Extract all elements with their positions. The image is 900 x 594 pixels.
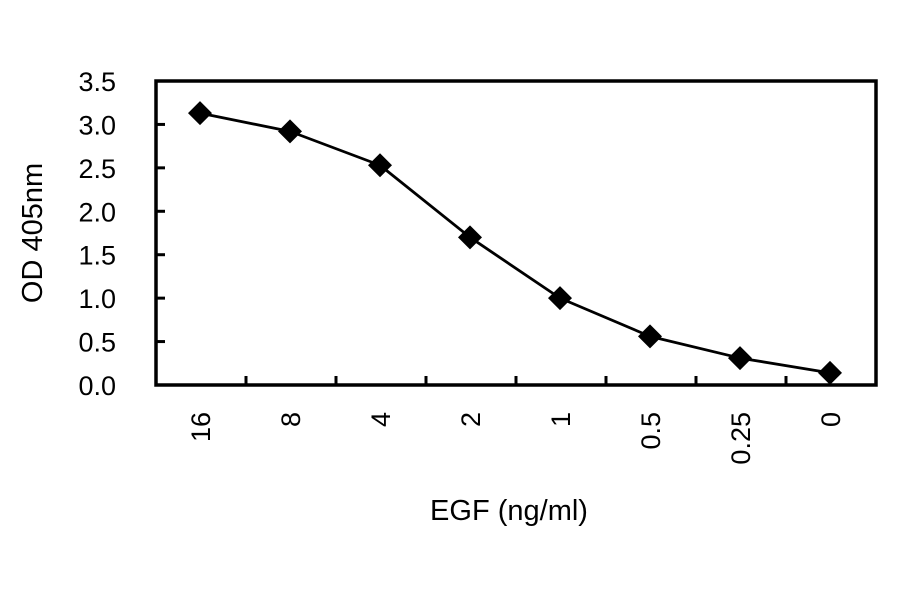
x-tick-label: 0.25 bbox=[726, 412, 756, 465]
series-line bbox=[199, 111, 831, 375]
y-tick-label: 1.5 bbox=[78, 241, 116, 271]
diamond-marker bbox=[278, 119, 302, 144]
x-tick-label: 1 bbox=[546, 412, 576, 427]
x-tick-label: 16 bbox=[186, 412, 216, 442]
diamond-marker bbox=[188, 101, 212, 126]
x-axis-ticks: 16 8 4 2 1 0.5 0.25 0 bbox=[186, 376, 846, 465]
plot-frame bbox=[154, 79, 878, 387]
diamond-marker bbox=[638, 324, 662, 349]
x-axis-label: EGF (ng/ml) bbox=[430, 495, 588, 527]
y-tick-label: 1.0 bbox=[78, 284, 116, 314]
diamond-marker bbox=[368, 153, 392, 178]
diamond-marker bbox=[728, 346, 752, 371]
y-tick-label: 3.0 bbox=[78, 110, 116, 140]
y-tick-label: 3.5 bbox=[78, 67, 116, 97]
x-tick-label: 2 bbox=[456, 412, 486, 427]
y-axis-label: OD 405nm bbox=[17, 163, 49, 303]
series-markers bbox=[188, 101, 842, 385]
x-tick-label: 0 bbox=[816, 412, 846, 427]
diamond-marker bbox=[818, 360, 842, 385]
diamond-marker bbox=[458, 225, 482, 250]
x-tick-label: 0.5 bbox=[636, 412, 666, 450]
diamond-marker bbox=[548, 286, 572, 311]
y-tick-label: 2.0 bbox=[78, 197, 116, 227]
x-tick-label: 8 bbox=[276, 412, 306, 427]
y-axis-ticks: 0.0 0.5 1.0 1.5 2.0 2.5 3.0 3.5 bbox=[78, 67, 165, 401]
x-tick-label: 4 bbox=[366, 412, 396, 427]
y-tick-label: 0.0 bbox=[78, 371, 116, 401]
y-tick-label: 0.5 bbox=[78, 328, 116, 358]
y-tick-label: 2.5 bbox=[78, 154, 116, 184]
